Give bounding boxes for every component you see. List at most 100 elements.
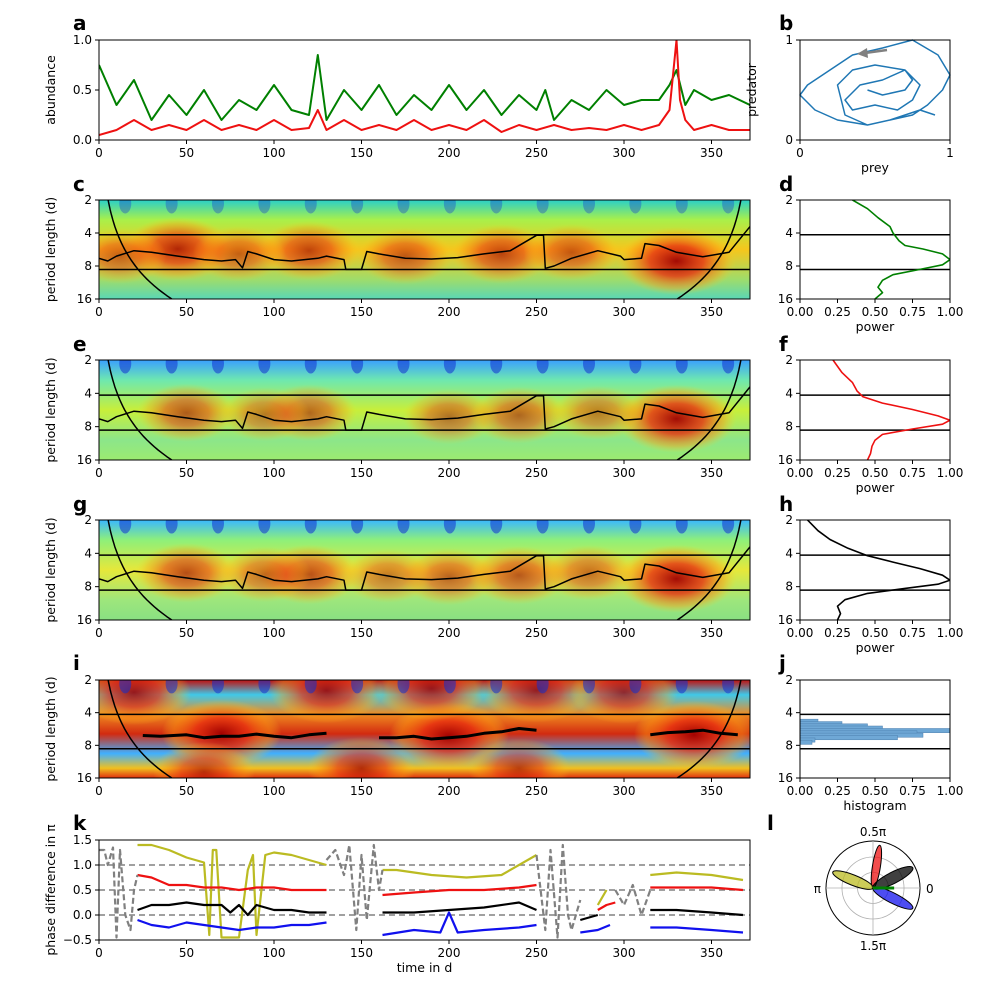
x-tick-label: 100 (263, 466, 286, 480)
angle-label-right: 0 (926, 882, 934, 896)
y-tick-label: 4 (785, 546, 793, 560)
y-tick-label: 2 (84, 513, 92, 527)
y-tick-label: 0.5 (73, 883, 92, 897)
x-tick-label: 0.75 (899, 305, 926, 319)
heatmap-hot-spot (552, 385, 643, 440)
panel-letter-b: b (779, 11, 793, 35)
x-tick-label: 0 (95, 305, 103, 319)
y-tick-label: 16 (778, 771, 793, 785)
heatmap-hot-spot (135, 543, 238, 603)
axes-frame (98, 359, 751, 461)
predator-power-line (832, 360, 950, 460)
heatmap-cool-spot (304, 520, 317, 534)
heatmap-cool-spot (675, 200, 688, 214)
y-tick-label: 1.0 (73, 858, 92, 872)
heatmap-hot-spot (570, 680, 678, 724)
x-axis-label: power (856, 480, 895, 495)
heatmap-cool-spot (490, 360, 503, 374)
phase-gray-segment (99, 846, 139, 939)
phase-gray-segment (325, 843, 384, 932)
x-tick-label: 150 (350, 626, 373, 640)
x-tick-label: 300 (613, 784, 636, 798)
heatmap-hot-spot (269, 680, 384, 724)
x-tick-label: 0.25 (824, 626, 851, 640)
x-tick-label: 250 (525, 626, 548, 640)
x-tick-label: 300 (613, 146, 636, 160)
angle-label-bottom: 1.5π (860, 939, 886, 953)
x-axis-label: power (856, 640, 895, 655)
heatmap-cool-spot (722, 520, 735, 534)
heatmap-cool-spot (443, 680, 456, 694)
y-axis-label: period length (d) (43, 357, 58, 462)
axes-frame (98, 839, 751, 941)
heatmap-cool-spot (258, 200, 271, 214)
heatmap-cool-spot (443, 360, 456, 374)
heatmap-hot-spot (471, 386, 567, 444)
x-tick-label: 50 (179, 946, 194, 960)
direction-arrow (864, 48, 888, 55)
x-tick-label: 50 (179, 784, 194, 798)
x-tick-label: 200 (438, 626, 461, 640)
x-tick-label: 350 (700, 146, 723, 160)
cone-of-influence-right (676, 360, 742, 460)
x-tick-label: 0 (95, 946, 103, 960)
x-tick-label: 200 (438, 784, 461, 798)
panel-letter-i: i (73, 651, 80, 675)
heatmap-cool-spot (583, 520, 595, 534)
heatmap-cool-spot (443, 520, 456, 534)
x-tick-label: 0 (95, 626, 103, 640)
heatmap-hot-spot (137, 383, 236, 442)
heatmap-cool-spot (119, 520, 132, 534)
y-tick-label: 2 (785, 673, 793, 687)
y-tick-label: 8 (785, 259, 793, 273)
axes-frame (799, 39, 951, 141)
y-tick-label: 8 (84, 259, 92, 273)
y-tick-label: 8 (785, 738, 793, 752)
axes-frame (799, 359, 951, 461)
heatmap-cool-spot (443, 200, 456, 214)
x-tick-label: 0.00 (787, 305, 814, 319)
x-tick-label: 0.00 (787, 466, 814, 480)
x-tick-label: 100 (263, 784, 286, 798)
heatmap-hot-spot (357, 227, 454, 285)
panel-letter-h: h (779, 492, 793, 516)
phase-red-segment (597, 901, 616, 911)
x-tick-label: 100 (263, 626, 286, 640)
panel-letter-a: a (73, 11, 87, 35)
x-tick-label: 1.00 (937, 466, 964, 480)
x-tick-label: 250 (525, 946, 548, 960)
x-tick-label: 0.25 (824, 305, 851, 319)
y-axis-label: abundance (43, 55, 58, 125)
heatmap-cool-spot (722, 200, 735, 214)
y-tick-label: 8 (84, 738, 92, 752)
axes-frame (799, 519, 951, 621)
y-axis-label: period length (d) (43, 197, 58, 302)
heatmap-cool-spot (165, 520, 178, 534)
x-tick-label: 250 (525, 784, 548, 798)
x-tick-label: 50 (179, 626, 194, 640)
x-axis-label: histogram (843, 798, 906, 813)
x-tick-label: 350 (700, 946, 723, 960)
x-tick-label: 150 (350, 946, 373, 960)
heatmap-cool-spot (351, 360, 364, 374)
cone-of-influence-left (107, 520, 173, 620)
ridge-line (650, 728, 738, 737)
x-tick-label: 0.00 (787, 626, 814, 640)
x-tick-label: 150 (350, 466, 373, 480)
x-tick-label: 0.75 (899, 466, 926, 480)
x-axis-label: time in d (397, 960, 453, 975)
panel-letter-d: d (779, 172, 793, 196)
panel-letter-e: e (73, 332, 87, 356)
y-tick-label: 2 (84, 193, 92, 207)
heatmap-cool-spot (629, 360, 642, 374)
y-tick-label: 0.0 (73, 133, 92, 147)
heatmap-cool-spot (351, 520, 364, 534)
x-tick-label: 50 (179, 305, 194, 319)
heatmap-cool-spot (490, 520, 503, 534)
y-axis-label: period length (d) (43, 517, 58, 622)
phase-blue-segment (382, 911, 537, 937)
heatmap-cool-spot (304, 360, 317, 374)
y-tick-label: 1.5 (73, 833, 92, 847)
polar-petal (832, 870, 874, 890)
panel-letter-c: c (73, 172, 85, 196)
